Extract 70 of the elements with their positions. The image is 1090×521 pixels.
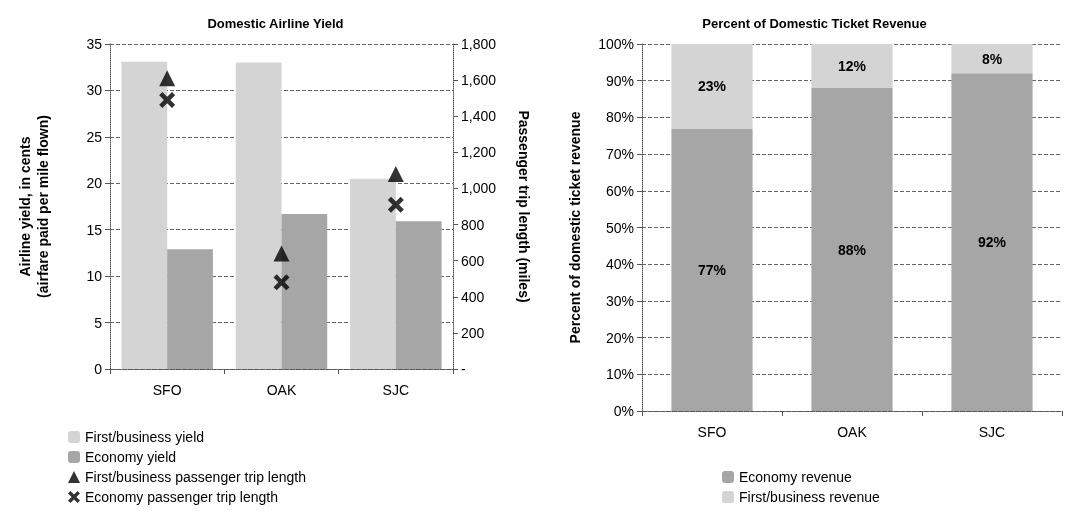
y-tick-label: 100% (598, 36, 634, 52)
x-tick-label: SJC (978, 424, 1006, 440)
chart-title: Percent of Domestic Ticket Revenue (702, 16, 927, 31)
x-tick-label: SFO (697, 424, 727, 440)
bar (811, 88, 893, 411)
bar (951, 73, 1033, 411)
legend-label: First/business passenger trip length (85, 469, 306, 485)
point (387, 166, 404, 182)
y-tick-label: 90% (605, 72, 634, 89)
point (273, 274, 290, 291)
y-tick-label: 15 (86, 221, 103, 238)
y2-tick-label: 800 (461, 216, 485, 233)
data-label: 88% (837, 241, 867, 258)
x-tick-label: SJC (382, 382, 410, 398)
y-tick-label: 25 (86, 128, 103, 145)
data-label: 92% (977, 234, 1007, 251)
data-label: 12% (837, 58, 867, 75)
x-tick-label: SFO (152, 382, 182, 398)
x-tick-label: OAK (837, 424, 868, 440)
data-label: 23% (697, 78, 727, 95)
y-tick-label: 30 (86, 82, 103, 99)
y2-tick-label: 1,600 (461, 72, 497, 89)
y-tick-label: 0 (94, 361, 103, 377)
y2-tick-label: 1,200 (461, 144, 497, 161)
point (273, 245, 290, 262)
y-tick-label: 5 (94, 314, 103, 331)
bar (671, 128, 753, 411)
y2-tick-label: 1,400 (461, 108, 497, 125)
data-label: 8% (981, 50, 1003, 67)
legend-label: Economy passenger trip length (85, 489, 278, 505)
y2-tick-label: 200 (461, 324, 485, 341)
y-tick-label: 20% (605, 329, 634, 346)
bar (350, 178, 396, 369)
legend-label: Economy revenue (739, 469, 853, 485)
bar (671, 44, 753, 129)
y-tick-label: 80% (605, 109, 634, 126)
y-tick-label: 35 (86, 36, 103, 52)
legend-label: First/business revenue (739, 489, 881, 505)
bar (121, 61, 168, 369)
y2-tick-label: 1,000 (461, 180, 497, 197)
point (159, 70, 176, 87)
y2-tick-label: 600 (461, 252, 485, 269)
y-tick-label: 40% (605, 256, 634, 273)
chart-title: Domestic Airline Yield (207, 16, 344, 31)
data-label: 77% (697, 261, 727, 278)
bar (281, 213, 328, 369)
bar (235, 62, 282, 369)
y-axis-title: Airline yield, in cents (airfare paid per mile flown) (17, 115, 51, 298)
y-tick-label: 50% (605, 219, 634, 236)
y-tick-label: 70% (605, 146, 634, 163)
bar (395, 221, 442, 369)
y2-tick-label: 1,800 (461, 36, 497, 52)
y-tick-label: 10 (86, 268, 103, 285)
bar (951, 44, 1033, 74)
legend-label: First/business yield (85, 429, 205, 445)
point (159, 91, 176, 108)
y2-tick-label: - (461, 361, 466, 377)
bar (811, 44, 893, 89)
x-tick-label: OAK (266, 382, 297, 398)
y-tick-label: 30% (605, 292, 634, 309)
y-tick-label: 20 (86, 175, 103, 192)
y-tick-label: 10% (605, 366, 634, 383)
y2-tick-label: 400 (461, 288, 485, 305)
y-tick-label: 60% (605, 182, 634, 199)
y-axis-title: Percent of domestic ticket revenue (567, 111, 583, 344)
y-tick-label: 0% (613, 403, 634, 419)
y2-axis-title: Passenger trip length (miles) (516, 110, 532, 303)
point (387, 196, 404, 213)
legend-label: Economy yield (85, 449, 177, 465)
bar (167, 249, 213, 369)
